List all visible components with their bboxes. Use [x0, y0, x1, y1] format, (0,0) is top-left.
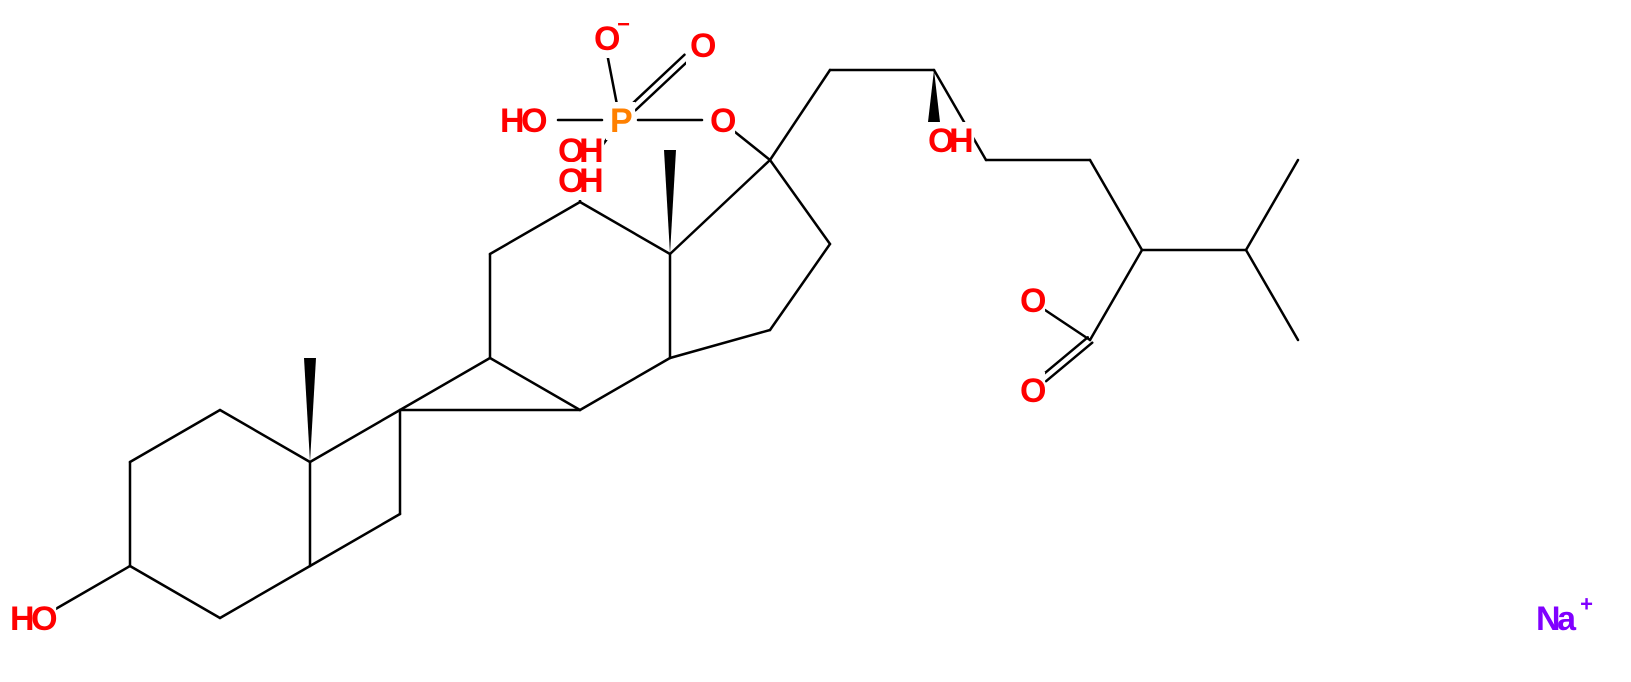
- atom-label-O_P_oh2: OH: [554, 162, 604, 200]
- svg-text:P: P: [610, 102, 633, 140]
- svg-text:O: O: [1020, 372, 1046, 410]
- svg-text:O: O: [521, 102, 547, 140]
- atom-label-O_P_dbl: O: [686, 27, 716, 65]
- svg-text:O: O: [1020, 282, 1046, 320]
- atom-label-O_ring5_a: O: [1016, 282, 1046, 320]
- atom-label-O_P_link: O: [706, 102, 736, 140]
- svg-text:O: O: [31, 600, 57, 638]
- atom-label-O_ring5_b: O: [1016, 372, 1046, 410]
- svg-text:−: −: [617, 11, 630, 36]
- atom-label-Na: Na+: [1532, 591, 1593, 638]
- svg-text:+: +: [1580, 591, 1593, 616]
- atom-label-P: P: [606, 102, 635, 140]
- svg-text:O: O: [690, 27, 716, 65]
- molecule-canvas: HOOHOHOOPOO−HOOHONa+: [0, 0, 1631, 682]
- atom-label-O_P_oh1: HO: [496, 102, 548, 140]
- atom-label-OH_side: OH: [924, 122, 974, 160]
- svg-text:O: O: [710, 102, 736, 140]
- atom-label-HO_left: HO: [6, 600, 58, 638]
- svg-text:H: H: [949, 122, 974, 160]
- svg-text:H: H: [579, 162, 604, 200]
- atom-label-O_P_neg: O−: [590, 11, 630, 58]
- svg-text:a: a: [1557, 600, 1577, 638]
